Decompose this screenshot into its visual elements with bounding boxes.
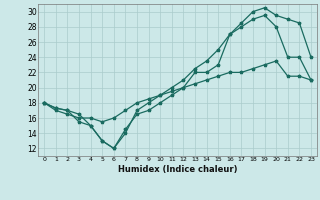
X-axis label: Humidex (Indice chaleur): Humidex (Indice chaleur): [118, 165, 237, 174]
